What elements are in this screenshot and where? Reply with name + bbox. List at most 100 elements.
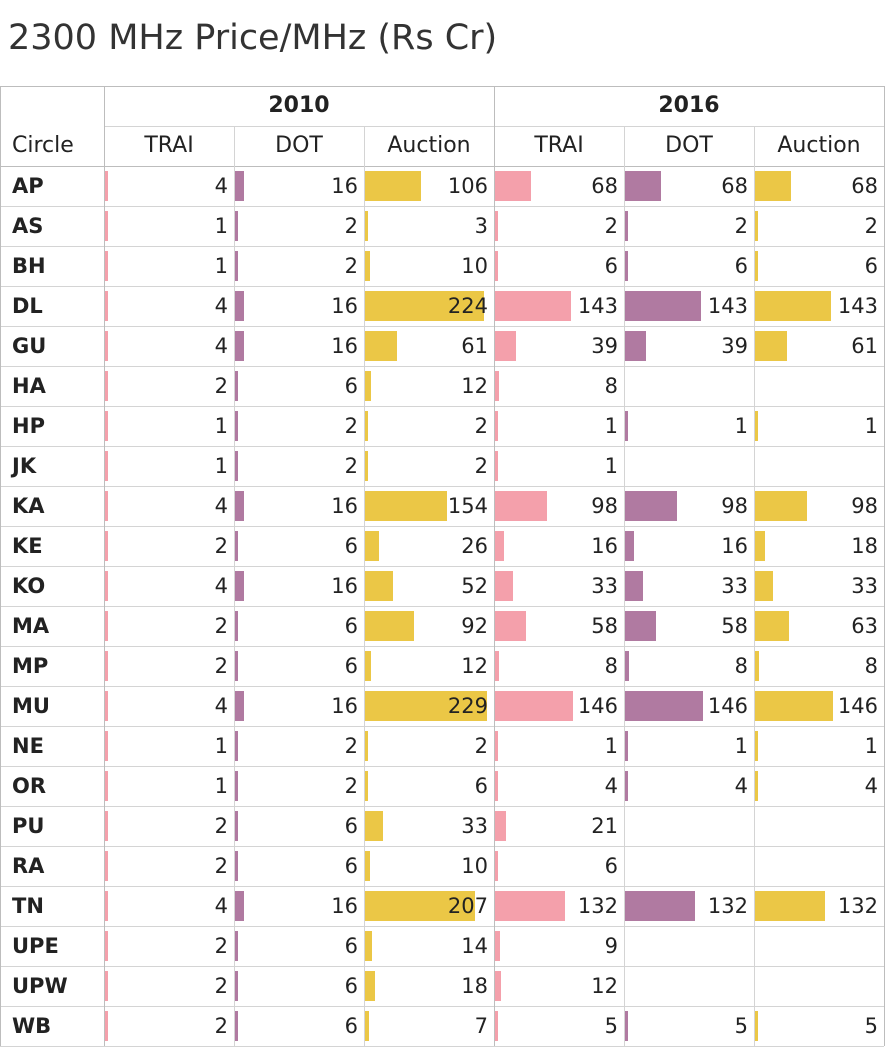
value-label: 68 xyxy=(851,174,878,198)
bar-dot xyxy=(235,611,238,641)
bar-auction xyxy=(365,251,370,281)
bar-dot xyxy=(235,251,238,281)
value-label: 18 xyxy=(461,974,488,998)
bar-dot xyxy=(235,971,238,1001)
bar-trai xyxy=(495,771,498,801)
circle-label: WB xyxy=(12,1014,52,1038)
bar-dot xyxy=(625,891,695,921)
value-label: 1 xyxy=(864,414,878,438)
value-label: 10 xyxy=(461,254,488,278)
value-label: 8 xyxy=(604,374,618,398)
circle-label: KO xyxy=(12,574,46,598)
bar-auction xyxy=(365,971,375,1001)
value-label: 2 xyxy=(604,214,618,238)
circle-label: BH xyxy=(12,254,46,278)
bar-trai xyxy=(105,491,108,521)
circle-label: MU xyxy=(12,694,50,718)
value-label: 6 xyxy=(344,934,358,958)
bar-trai xyxy=(105,211,108,241)
bar-dot xyxy=(235,531,238,561)
chart-title: 2300 MHz Price/MHz (Rs Cr) xyxy=(8,18,498,58)
circle-label: JK xyxy=(12,454,37,478)
bar-dot xyxy=(625,651,629,681)
value-label: 6 xyxy=(734,254,748,278)
bar-trai xyxy=(105,851,108,881)
value-label: 16 xyxy=(721,534,748,558)
value-label: 68 xyxy=(591,174,618,198)
bar-trai xyxy=(495,611,526,641)
value-label: 2 xyxy=(474,414,488,438)
value-label: 207 xyxy=(447,894,488,918)
value-label: 2 xyxy=(344,734,358,758)
circle-label: TN xyxy=(12,894,44,918)
value-label: 6 xyxy=(604,254,618,278)
bar-trai xyxy=(105,531,108,561)
bar-dot xyxy=(235,651,238,681)
value-label: 6 xyxy=(344,614,358,638)
value-label: 4 xyxy=(864,774,878,798)
bar-auction xyxy=(365,771,368,801)
bar-dot xyxy=(625,251,628,281)
value-label: 33 xyxy=(591,574,618,598)
value-label: 4 xyxy=(214,694,228,718)
value-label: 146 xyxy=(837,694,878,718)
grid-line xyxy=(0,86,1,1046)
bar-trai xyxy=(105,651,108,681)
grid-line xyxy=(0,86,884,87)
circle-label: MP xyxy=(12,654,49,678)
bar-auction xyxy=(755,411,758,441)
value-label: 2 xyxy=(214,814,228,838)
bar-auction xyxy=(755,331,787,361)
grid-line xyxy=(0,366,884,367)
value-label: 2 xyxy=(864,214,878,238)
grid-line xyxy=(0,966,884,967)
value-label: 4 xyxy=(734,774,748,798)
value-label: 98 xyxy=(591,494,618,518)
value-label: 1 xyxy=(604,414,618,438)
value-label: 1 xyxy=(214,774,228,798)
bar-trai xyxy=(495,291,571,321)
grid-line xyxy=(754,126,755,1046)
column-header-trai-2010: TRAI xyxy=(144,133,194,158)
value-label: 132 xyxy=(577,894,618,918)
bar-trai xyxy=(495,1011,498,1041)
bar-trai xyxy=(105,611,108,641)
value-label: 12 xyxy=(591,974,618,998)
value-label: 2 xyxy=(344,774,358,798)
bar-trai xyxy=(495,331,516,361)
value-label: 61 xyxy=(461,334,488,358)
value-label: 2 xyxy=(474,734,488,758)
grid-line xyxy=(0,606,884,607)
grid-line xyxy=(0,726,884,727)
bar-dot xyxy=(235,731,238,761)
value-label: 4 xyxy=(214,174,228,198)
bar-auction xyxy=(365,371,371,401)
value-label: 6 xyxy=(604,854,618,878)
value-label: 58 xyxy=(721,614,748,638)
bar-auction xyxy=(755,211,758,241)
bar-dot xyxy=(235,691,244,721)
year-header-2010: 2010 xyxy=(268,93,330,118)
bar-auction xyxy=(365,451,368,481)
value-label: 8 xyxy=(864,654,878,678)
bar-trai xyxy=(105,411,108,441)
value-label: 16 xyxy=(331,294,358,318)
bar-trai xyxy=(105,371,108,401)
value-label: 1 xyxy=(214,214,228,238)
bar-trai xyxy=(495,451,498,481)
bar-trai xyxy=(105,1011,108,1041)
bar-trai xyxy=(495,171,531,201)
bar-auction xyxy=(755,651,759,681)
value-label: 1 xyxy=(864,734,878,758)
value-label: 2 xyxy=(214,1014,228,1038)
bar-auction xyxy=(365,611,414,641)
value-label: 143 xyxy=(577,294,618,318)
value-label: 2 xyxy=(214,934,228,958)
value-label: 1 xyxy=(734,414,748,438)
value-label: 16 xyxy=(331,334,358,358)
bar-auction xyxy=(755,251,758,281)
value-label: 2 xyxy=(344,214,358,238)
bar-dot xyxy=(235,891,244,921)
value-label: 2 xyxy=(344,454,358,478)
value-label: 6 xyxy=(344,854,358,878)
